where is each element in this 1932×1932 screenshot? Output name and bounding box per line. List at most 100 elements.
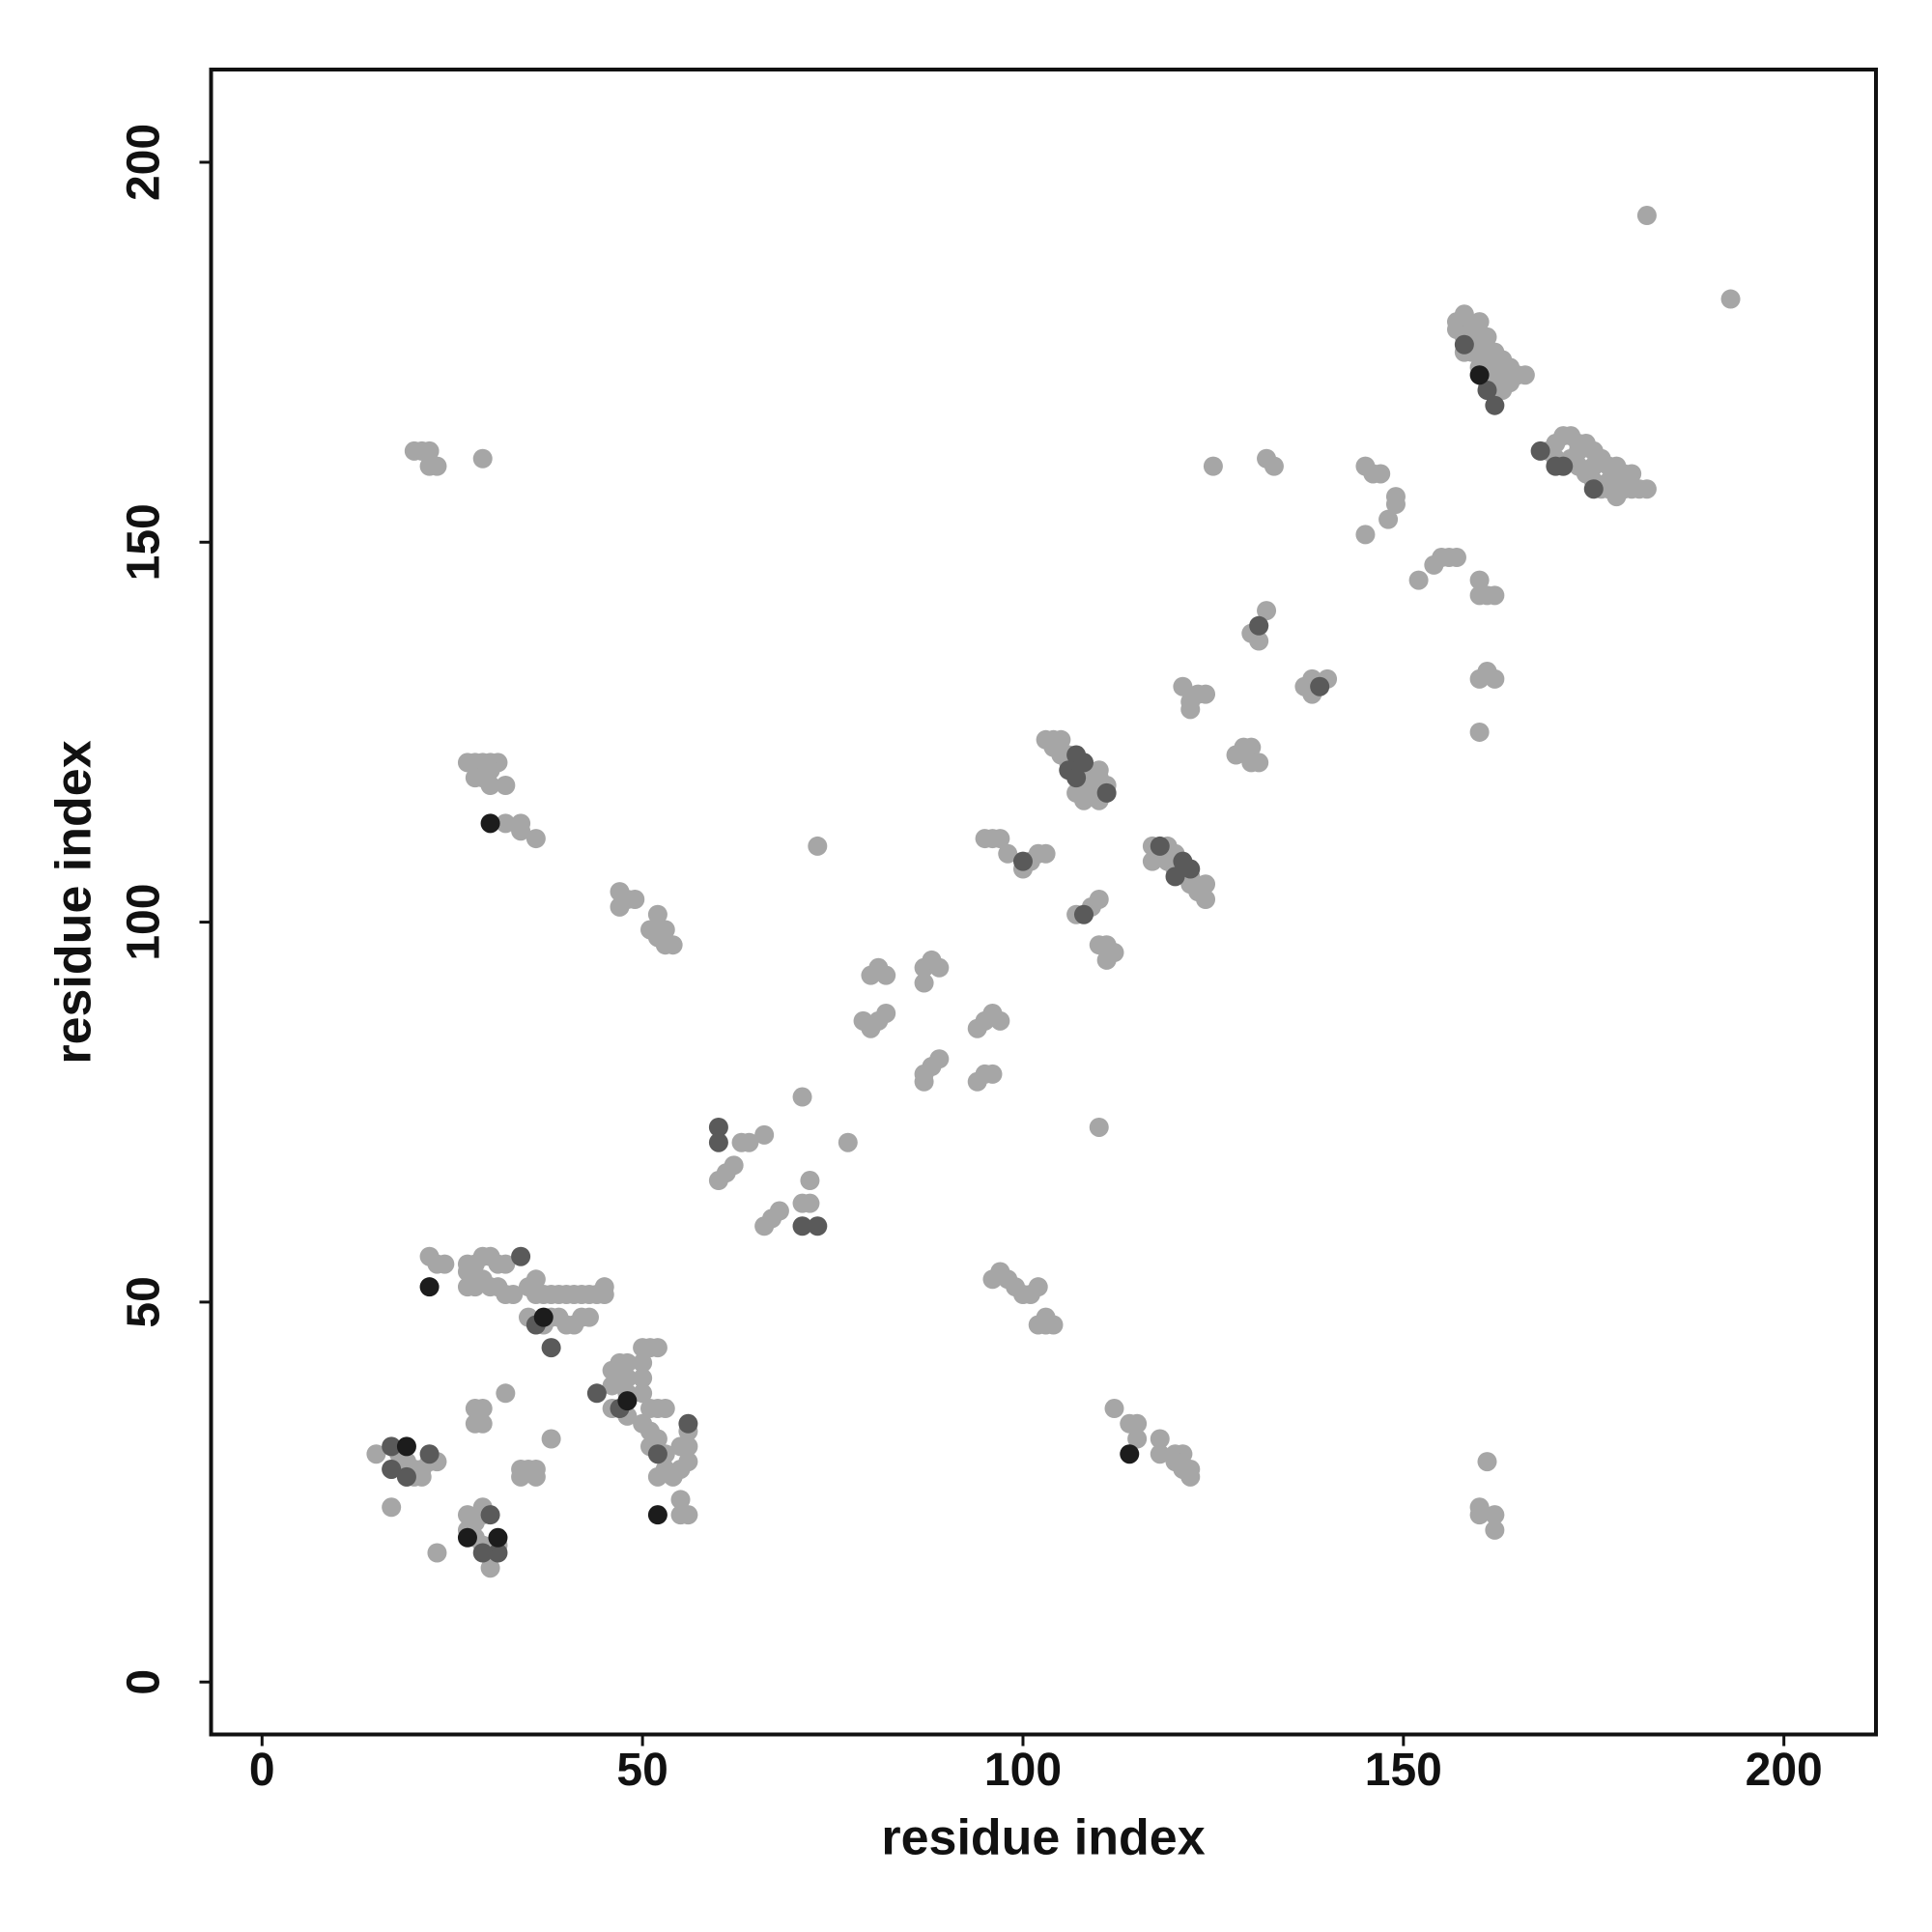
x-tick-label: 0	[249, 1745, 275, 1796]
point	[678, 1413, 698, 1434]
point	[1636, 479, 1657, 499]
point	[800, 1171, 820, 1191]
point	[1150, 1444, 1170, 1464]
point	[1012, 851, 1033, 871]
point	[1249, 753, 1269, 773]
point	[472, 448, 493, 469]
point	[1469, 570, 1490, 590]
plot-frame	[209, 68, 1878, 1737]
point	[1180, 699, 1201, 720]
point	[876, 965, 896, 985]
point	[1073, 753, 1094, 773]
point	[435, 1254, 455, 1274]
point	[647, 904, 668, 924]
point	[663, 935, 683, 955]
point	[480, 1505, 500, 1525]
point	[617, 1391, 638, 1411]
point	[1142, 851, 1162, 871]
point	[1446, 548, 1466, 568]
point	[1485, 1505, 1505, 1525]
point	[1089, 1117, 1109, 1137]
point	[396, 1436, 416, 1457]
point	[914, 973, 934, 993]
point	[1150, 1429, 1170, 1449]
point	[1089, 889, 1109, 909]
point	[586, 1383, 607, 1404]
point	[1378, 509, 1399, 529]
point	[1485, 395, 1505, 415]
point	[617, 1352, 638, 1373]
point	[541, 1429, 561, 1449]
point	[382, 1459, 402, 1479]
point	[1454, 334, 1474, 355]
y-tick-label: 0	[119, 1669, 170, 1695]
point	[1036, 843, 1056, 864]
point	[1385, 494, 1406, 514]
point	[1515, 365, 1535, 385]
point	[1196, 889, 1216, 909]
point	[1553, 456, 1574, 476]
point	[1028, 1315, 1048, 1335]
point	[1469, 365, 1490, 385]
point	[496, 1383, 516, 1404]
point	[633, 1368, 653, 1388]
point	[1622, 479, 1642, 499]
point	[625, 889, 645, 909]
point	[1127, 1429, 1148, 1449]
point	[1469, 1505, 1490, 1525]
point	[670, 1436, 691, 1457]
point	[1104, 1399, 1124, 1419]
point	[1073, 904, 1094, 924]
point	[412, 1459, 432, 1479]
point	[427, 456, 447, 476]
x-tick-label: 100	[984, 1745, 1062, 1796]
point	[1492, 380, 1513, 400]
x-tick-label: 200	[1746, 1745, 1823, 1796]
point	[633, 1383, 653, 1404]
point	[1241, 737, 1262, 757]
point	[366, 1444, 386, 1464]
point	[678, 1452, 698, 1472]
point	[472, 1413, 493, 1434]
point	[1150, 836, 1170, 856]
x-tick-label: 50	[616, 1745, 668, 1796]
point	[647, 1338, 668, 1358]
point	[929, 1049, 950, 1069]
point	[526, 1459, 546, 1479]
point	[792, 1216, 812, 1236]
point	[496, 1254, 516, 1274]
point	[1127, 1413, 1148, 1434]
point	[480, 760, 500, 781]
point	[929, 957, 950, 978]
point	[496, 813, 516, 834]
point	[792, 1087, 812, 1107]
point	[808, 1216, 828, 1236]
point	[1477, 327, 1497, 347]
point	[754, 1124, 775, 1145]
point	[1203, 456, 1223, 476]
point	[480, 1558, 500, 1578]
point	[382, 1436, 402, 1457]
point	[647, 1444, 668, 1464]
point	[1249, 615, 1269, 636]
point	[633, 1352, 653, 1373]
point	[511, 1246, 531, 1266]
point	[1196, 684, 1216, 704]
point	[1028, 1277, 1048, 1297]
point	[1622, 464, 1642, 484]
point	[838, 1132, 858, 1152]
point	[382, 1497, 402, 1518]
point	[1720, 289, 1741, 309]
point	[1530, 440, 1550, 461]
point	[655, 1399, 675, 1419]
point	[1477, 380, 1497, 400]
point	[1173, 1459, 1193, 1479]
point	[511, 1466, 531, 1487]
point	[1089, 760, 1109, 781]
point	[1636, 206, 1657, 226]
point	[1583, 479, 1604, 499]
point	[1043, 1315, 1064, 1335]
point	[808, 836, 828, 856]
point	[1257, 601, 1277, 621]
point	[800, 1193, 820, 1213]
